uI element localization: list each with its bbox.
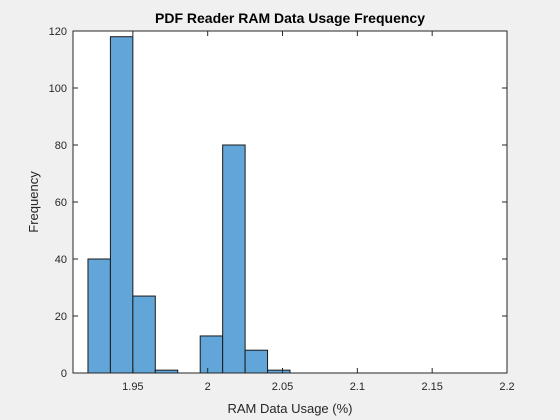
x-tick-label: 2.05 [272,381,293,393]
y-axis-label: Frequency [26,171,41,233]
y-tick-label: 0 [61,368,67,380]
y-tick-label: 100 [49,83,67,95]
y-tick-label: 120 [49,26,67,38]
y-tick-label: 40 [55,254,67,266]
x-tick-label: 2.1 [350,381,365,393]
axes-box [72,30,508,374]
x-tick-label: 2.2 [499,381,514,393]
ticks-group: 1.95 2 2.05 2.1 2.15 2.2 0 20 40 60 80 100 120 [49,26,515,393]
chart-title: PDF Reader RAM Data Usage Frequency [155,10,425,26]
histogram-bar [87,258,111,374]
x-tick-label: 2 [205,381,211,393]
histogram-bar [132,295,156,374]
y-tick-label: 20 [55,311,67,323]
x-axis-label: RAM Data Usage (%) [228,401,353,416]
y-tick-label: 80 [55,140,67,152]
y-tick-label: 60 [55,197,67,209]
histogram-bar [109,36,134,374]
x-tick-label: 2.15 [421,381,442,393]
histogram-bar [222,144,246,374]
bars-group [87,36,291,374]
x-tick-label: 1.95 [122,381,143,393]
histogram-bar [244,349,269,374]
histogram-bar [199,335,224,374]
